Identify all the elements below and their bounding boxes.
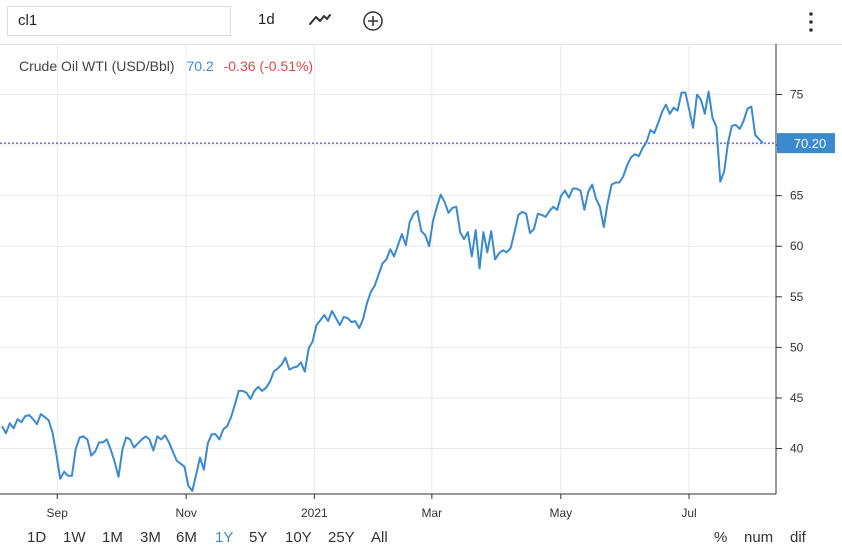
y-tick-label: 55: [790, 290, 804, 304]
line-chart-icon[interactable]: [308, 11, 332, 32]
last-price-label: 70.20: [794, 136, 827, 151]
range-all-button[interactable]: All: [371, 529, 388, 546]
y-tick-label: 40: [790, 441, 804, 455]
percent-mode-button[interactable]: %: [714, 529, 728, 546]
range-1m-button[interactable]: 1M: [102, 529, 123, 546]
range-1d-button[interactable]: 1D: [27, 529, 47, 546]
price-change: -0.36 (-0.51%): [223, 58, 314, 74]
vertical-ellipsis-icon[interactable]: [806, 11, 816, 38]
range-3m-button[interactable]: 3M: [140, 529, 161, 546]
x-axis-ticks: Sep Nov 2021 Mar May Jul: [47, 494, 697, 520]
chart-legend: Crude Oil WTI (USD/Bbl) 70.2 -0.36 (-0.5…: [19, 58, 313, 74]
plus-circle-icon[interactable]: [362, 10, 384, 37]
number-mode-button[interactable]: num: [744, 529, 774, 546]
last-price: 70.2: [186, 58, 214, 74]
x-tick-label: Nov: [176, 506, 197, 520]
interval-selector[interactable]: 1d: [258, 11, 275, 28]
range-10y-button[interactable]: 10Y: [285, 529, 312, 546]
x-tick-label: 2021: [301, 506, 328, 520]
x-tick-label: Mar: [422, 506, 443, 520]
range-25y-button[interactable]: 25Y: [328, 529, 355, 546]
range-5y-button[interactable]: 5Y: [249, 529, 268, 546]
instrument-name: Crude Oil WTI (USD/Bbl): [19, 58, 175, 74]
last-price-badge: 70.20: [777, 133, 835, 154]
y-tick-label: 65: [790, 189, 804, 203]
range-1w-button[interactable]: 1W: [63, 529, 86, 546]
grid-lines: [0, 44, 776, 494]
y-tick-label: 60: [790, 239, 804, 253]
symbol-input[interactable]: cl1: [7, 6, 231, 36]
y-tick-label: 45: [790, 391, 804, 405]
series-line: [1, 90, 764, 492]
x-tick-label: Sep: [47, 506, 69, 520]
chart-toolbar: cl1 1d: [0, 0, 842, 45]
x-tick-label: May: [549, 506, 572, 520]
range-1y-button[interactable]: 1Y: [215, 529, 234, 546]
range-6m-button[interactable]: 6M: [176, 529, 197, 546]
x-tick-label: Jul: [681, 506, 696, 520]
y-tick-label: 75: [790, 88, 804, 102]
range-bar: 1D 1W 1M 3M 6M 1Y 5Y 10Y 25Y All % num d…: [0, 525, 842, 555]
y-tick-label: 50: [790, 340, 804, 354]
difference-mode-button[interactable]: dif: [790, 529, 806, 546]
